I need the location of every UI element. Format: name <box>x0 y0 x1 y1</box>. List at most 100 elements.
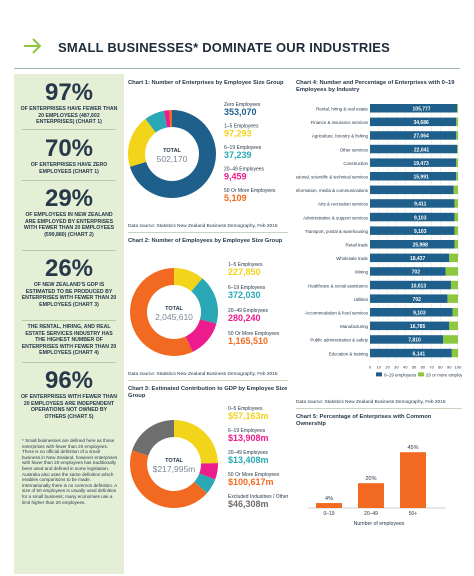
chart5-bars: 4% 0–19 20% 20–49 45% 50+ Number of employees <box>308 445 446 527</box>
bar-small <box>370 104 458 113</box>
legend-label: 0–5 Employees <box>228 406 263 412</box>
data-label: 97,293 <box>224 129 252 139</box>
legend-label: 20 or more employees <box>426 372 462 377</box>
bar-large <box>445 267 458 276</box>
tick-label: 0 <box>369 364 372 369</box>
pie-total-label: TOTAL <box>165 458 183 464</box>
data-label: 1,165,510 <box>228 336 268 346</box>
pie-slice <box>185 319 217 352</box>
bar-small <box>370 226 455 235</box>
category-label: Administrative & support services <box>303 215 369 220</box>
legend-label: 20–49 Employees <box>224 167 265 173</box>
bar-large <box>457 104 458 113</box>
pie-slice <box>191 278 218 324</box>
legend-label: 1–5 Employees <box>228 262 263 268</box>
bar-small <box>370 294 448 303</box>
data-label: 105,777 <box>413 107 431 113</box>
data-label: 7,810 <box>408 338 421 344</box>
tick-label: 0–19 <box>323 511 334 517</box>
pie-slice <box>129 110 216 198</box>
bar <box>316 503 342 508</box>
stat-description: OF EMPLOYEES IN NEW ZEALAND ARE EMPLOYED… <box>23 212 115 238</box>
tick-label: 40 <box>403 364 408 369</box>
category-label: Other services <box>340 147 369 152</box>
bar-small <box>370 185 454 195</box>
category-label: Wholesale trade <box>336 256 368 261</box>
legend-swatch <box>376 372 382 377</box>
pie-total-value: 502,170 <box>157 154 188 164</box>
data-label: 9,459 <box>224 172 247 182</box>
arrow-right-icon <box>24 38 42 54</box>
bar-small <box>370 321 450 331</box>
pie-slice <box>199 463 218 480</box>
category-label: Healthcare & social assistance <box>308 283 368 288</box>
legend-label: 1–5 Employees <box>224 124 259 130</box>
data-label: 15,991 <box>413 175 429 181</box>
data-label: 19,473 <box>413 161 429 167</box>
stat-description: OF ENTERPRISES WITH FEWER THAN 20 EMPLOY… <box>21 394 117 420</box>
page-title: SMALL BUSINESSES* DOMINATE OUR INDUSTRIE… <box>58 40 391 55</box>
bar-large <box>449 253 458 263</box>
category-label: Manufacturing <box>340 324 368 329</box>
data-label: 353,070 <box>224 107 257 117</box>
data-label: 34,686 <box>413 120 429 126</box>
pie-slice <box>174 420 218 464</box>
data-label: $100,617m <box>228 477 274 487</box>
bar-large <box>454 240 458 249</box>
pie-slice <box>145 110 168 133</box>
data-label: 18,437 <box>410 256 426 262</box>
header-rule <box>14 68 460 69</box>
category-label: Utilities <box>354 297 369 302</box>
pie-slice <box>169 110 172 128</box>
pie-slice <box>128 118 156 167</box>
legend-label: 20–49 Employees <box>228 308 269 314</box>
data-label: $13,908m <box>228 433 269 443</box>
chart5-title: Chart 5: Percentage of Enterprises with … <box>296 414 432 427</box>
pie-slice <box>130 450 207 508</box>
bar-small <box>370 280 451 290</box>
stat-block-1: 97% OF ENTERPRISES HAVE FEWER THAN 20 EM… <box>14 80 124 126</box>
data-label: 6,141 <box>413 351 426 357</box>
bar-small <box>370 253 450 263</box>
pie-total-value: 2,045,610 <box>155 312 193 322</box>
chart-divider <box>128 380 288 381</box>
category-label: Education & training <box>329 351 369 356</box>
bar-small <box>370 267 446 276</box>
stat-value: 29% <box>44 185 94 212</box>
category-label: Finance & insurance services <box>311 120 369 125</box>
data-label: 22,041 <box>414 147 430 153</box>
category-label: Construction <box>343 161 368 166</box>
data-label: 372,030 <box>228 290 261 300</box>
stat-divider <box>22 180 116 181</box>
stat-divider <box>22 320 116 321</box>
bar-large <box>454 226 458 235</box>
stat-value: 26% <box>44 255 94 282</box>
bar-small <box>370 308 453 317</box>
data-label: 20% <box>365 476 376 482</box>
legend-label: 20–49 Employees <box>228 450 269 456</box>
pie-slice <box>164 110 171 128</box>
stat-value: 96% <box>44 367 94 394</box>
bar-large <box>456 172 458 181</box>
data-label: 9,411 <box>414 202 426 208</box>
legend-label: 50 Or More Employees <box>224 188 276 194</box>
pie-slice <box>174 268 203 292</box>
tick-label: 50+ <box>409 511 418 517</box>
stat-value: 97% <box>44 79 94 106</box>
data-label: 702 <box>412 270 421 276</box>
chart-divider <box>296 408 462 409</box>
bar-small <box>370 172 457 181</box>
data-label: 45% <box>407 445 418 451</box>
pie-total-label: TOTAL <box>163 148 181 154</box>
data-label: 9,103 <box>414 229 427 235</box>
stat-block-3: 29% OF EMPLOYEES IN NEW ZEALAND ARE EMPL… <box>14 186 124 238</box>
stat-block-4: 26% OF NEW ZEALAND'S GDP IS ESTIMATED TO… <box>14 256 124 308</box>
bar-small <box>370 335 444 344</box>
pie-total-value: $217,995m <box>153 464 196 474</box>
data-label: 10,013 <box>411 283 427 289</box>
bar <box>400 452 426 508</box>
stat-block-2: 70% OF ENTERPRISES HAVE ZERO EMPLOYEES (… <box>14 136 124 175</box>
